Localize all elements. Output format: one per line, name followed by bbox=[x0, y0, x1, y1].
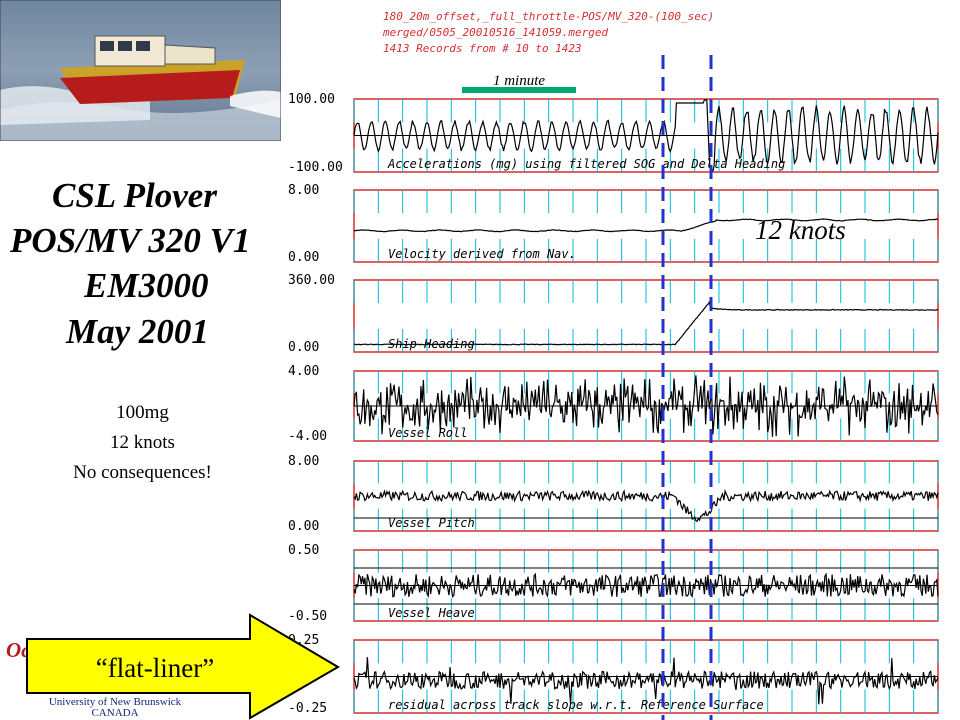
y-max-label: 4.00 bbox=[288, 364, 319, 379]
flat-liner-arrow: “flat-liner” bbox=[26, 613, 340, 720]
panel-label: Vessel Heave bbox=[388, 606, 475, 620]
panel-label: Vessel Pitch bbox=[388, 516, 475, 530]
note-line-2: 12 knots bbox=[110, 432, 175, 453]
title-line-1: CSL Plover bbox=[52, 176, 217, 215]
series-line bbox=[353, 99, 939, 172]
header-line-2: merged/0505_20010516_141059.merged bbox=[382, 26, 609, 39]
y-max-label: 8.00 bbox=[288, 454, 319, 469]
panel-4: 4.00 -4.00 Vessel Roll bbox=[288, 364, 939, 444]
speed-annotation: 12 knots bbox=[755, 215, 846, 245]
y-min-label: -100.00 bbox=[288, 160, 343, 175]
series-line bbox=[353, 488, 939, 523]
note-line-3: No consequences! bbox=[73, 462, 212, 483]
title-line-4: May 2001 bbox=[66, 312, 209, 351]
y-min-label: -0.50 bbox=[288, 609, 327, 624]
y-max-label: 0.50 bbox=[288, 543, 319, 558]
panel-3: 360.00 0.00 Ship Heading bbox=[288, 273, 939, 355]
series-line bbox=[353, 300, 939, 346]
logo-line-1: University of New Brunswick bbox=[48, 696, 182, 708]
panel-label: Ship Heading bbox=[388, 337, 475, 351]
panel-label: residual across track slope w.r.t. Refer… bbox=[388, 698, 764, 712]
scale-bar bbox=[462, 87, 576, 93]
title-line-3: EM3000 bbox=[84, 266, 209, 305]
series-line bbox=[353, 218, 939, 233]
panel-label: Vessel Roll bbox=[388, 426, 467, 440]
panel-6: 0.50 -0.50 Vessel Heave bbox=[288, 543, 939, 624]
panel-5: 8.00 0.00 Vessel Pitch bbox=[288, 454, 939, 534]
header-line-3: 1413 Records from # 10 to 1423 bbox=[383, 42, 582, 55]
header-line-1: 180_20m_offset,_full_throttle-POS/MV_320… bbox=[383, 10, 714, 23]
slide-notes: 100mg 12 knots No consequences! bbox=[40, 398, 245, 488]
y-min-label: 0.00 bbox=[288, 519, 319, 534]
y-min-label: -4.00 bbox=[288, 429, 327, 444]
arrow-label: “flat-liner” bbox=[96, 653, 214, 683]
title-line-2: POS/MV 320 V1 bbox=[10, 221, 251, 260]
panel-label: Velocity derived from Nav. bbox=[388, 247, 576, 261]
panel-7: 0.25-0.25 residual across track slope w.r… bbox=[288, 633, 939, 716]
y-min-label: 0.00 bbox=[288, 250, 319, 265]
y-min-label: 0.00 bbox=[288, 340, 319, 355]
university-logo-text: University of New Brunswick CANADA bbox=[25, 697, 205, 719]
panel-1: 100.00 -100.00 Accelerations (mg) using fi… bbox=[288, 92, 939, 175]
series-line bbox=[353, 657, 939, 705]
logo-line-2: CANADA bbox=[91, 707, 139, 719]
note-line-1: 100mg bbox=[116, 402, 169, 423]
boat-photo bbox=[0, 0, 281, 141]
y-max-label: 8.00 bbox=[288, 183, 319, 198]
y-max-label: 100.00 bbox=[288, 92, 335, 107]
panel-2: 8.00 0.00 Velocity derived from Nav. bbox=[288, 183, 939, 265]
y-max-label: 360.00 bbox=[288, 273, 335, 288]
series-line bbox=[353, 572, 939, 599]
panel-label: Accelerations (mg) using filtered SOG an… bbox=[387, 157, 785, 171]
y-min-label: -0.25 bbox=[288, 701, 327, 716]
scale-bar-label: 1 minute bbox=[493, 73, 545, 89]
series-line bbox=[353, 375, 939, 437]
